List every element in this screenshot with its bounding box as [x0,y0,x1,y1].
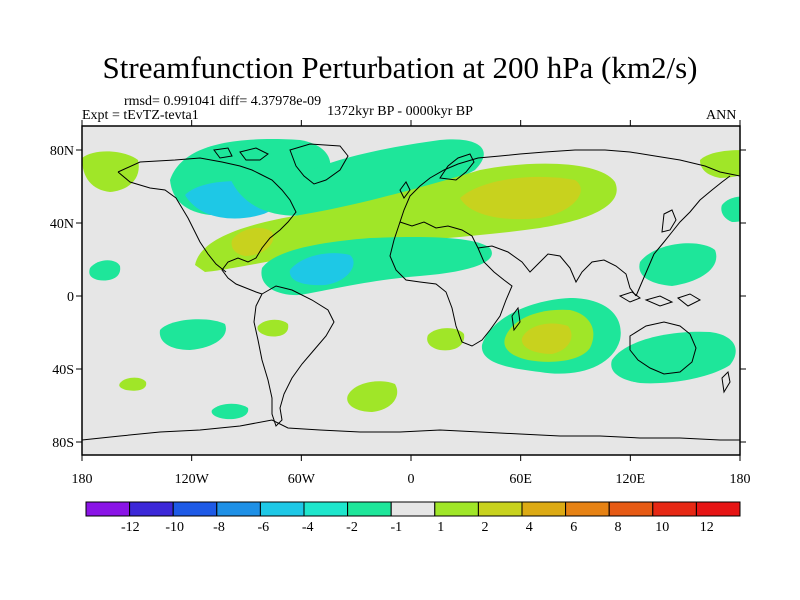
colorbar-label: 6 [570,520,577,535]
colorbar-label: 4 [526,520,533,535]
contour-area [89,260,121,281]
contour-area [296,139,484,223]
colorbar-swatch [216,501,261,517]
colorbar-label: -4 [302,520,314,535]
axis-ticks [76,120,746,461]
colorbar-swatch [303,501,349,517]
colorbar [85,501,741,517]
coastline [213,147,233,159]
colorbar-label: -6 [257,520,269,535]
colorbar-label: -12 [121,520,140,535]
colorbar-labels: -12 -10 -8 -6 -4 -2 -1 1 2 4 6 8 10 12 [121,520,714,535]
lat-tick-label: 80N [50,144,74,159]
contour-area [639,243,717,286]
colorbar-label: 12 [700,520,714,535]
colorbar-swatch [608,501,654,517]
coastline [618,291,642,303]
coastline [82,419,740,441]
contour-area [460,176,581,220]
coastline [117,171,227,273]
lon-tick-label: 60W [288,472,316,487]
lon-tick-labels: 180 120W 60W 0 60E 120E 180 [72,472,751,487]
coastline [389,221,513,347]
map-title: Streamfunction Perturbation at 200 hPa (… [102,50,698,85]
coastline [661,209,677,233]
coastline [399,149,740,223]
coastline [439,153,475,181]
coastline [477,245,637,297]
contour-area [211,403,249,420]
contour-area [257,319,289,337]
experiment-label: Expt = tEvTZ-tevta1 [82,108,199,123]
coastline [635,175,731,297]
colorbar-swatch [390,501,436,517]
coastline [117,157,297,295]
contour-area [347,381,398,412]
colorbar-swatch [347,501,392,517]
coastline [629,321,697,375]
lon-tick-label: 180 [72,472,93,487]
colorbar-swatch [477,501,523,517]
colorbar-swatch [172,501,218,517]
colorbar-label: -10 [165,520,184,535]
coastline [399,181,411,199]
contour-area [82,151,139,192]
period-label: 1372kyr BP - 0000kyr BP [327,104,473,119]
lon-tick-label: 180 [730,472,751,487]
colorbar-swatch [129,501,174,517]
colorbar-label: -8 [213,520,225,535]
colorbar-label: -1 [390,520,402,535]
lon-tick-label: 0 [408,472,415,487]
lat-tick-labels: 80N 40N 0 40S 80S [50,144,74,451]
coastline [676,293,702,307]
colorbar-label: 1 [437,520,444,535]
colorbar-label: 2 [482,520,489,535]
lat-tick-label: 0 [67,290,74,305]
lon-tick-label: 60E [509,472,532,487]
colorbar-label: 8 [615,520,622,535]
colorbar-label: 10 [655,520,669,535]
contour-area [700,150,740,178]
colorbar-swatch [521,501,567,517]
coastline [289,143,349,185]
colorbar-swatch [85,501,131,517]
lon-tick-label: 120E [616,472,646,487]
colorbar-swatch [565,501,610,517]
contour-area [159,319,226,350]
contour-area [721,196,740,222]
coastline-group [82,143,740,441]
contour-area [231,227,274,256]
coastline [644,295,674,307]
colorbar-label: -2 [346,520,358,535]
coastline [721,370,731,394]
lat-tick-label: 40S [52,363,74,378]
lat-tick-label: 40N [50,217,74,232]
coastline [239,147,269,161]
season-label: ANN [706,108,737,123]
stats-line: rmsd= 0.991041 diff= 4.37978e-09 [124,94,322,109]
contour-area [289,253,354,286]
colorbar-swatch [695,501,741,517]
colorbar-swatch [259,501,305,517]
lon-tick-label: 120W [175,472,210,487]
lat-tick-label: 80S [52,436,74,451]
contour-fill-group [82,139,740,420]
colorbar-swatch [652,501,697,517]
contour-area [521,323,572,354]
colorbar-swatch [434,501,479,517]
coastline [253,285,335,427]
contour-area [119,377,147,391]
contour-area [427,328,465,351]
contour-area [611,331,736,384]
coastline [511,306,521,332]
